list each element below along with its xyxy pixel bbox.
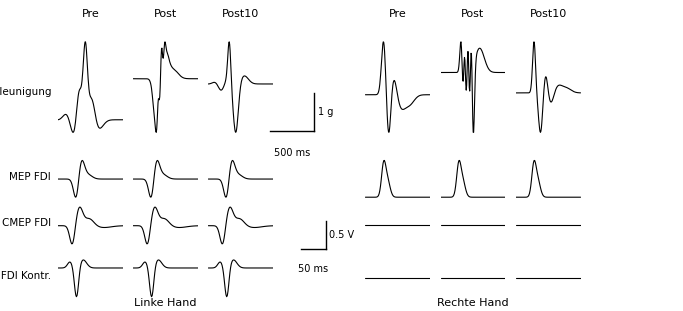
Text: Post10: Post10 — [529, 9, 567, 19]
Text: CMEP FDI: CMEP FDI — [2, 218, 51, 229]
Text: Post: Post — [154, 9, 178, 19]
Text: 500 ms: 500 ms — [274, 148, 310, 158]
Text: Pre: Pre — [82, 9, 99, 19]
Text: Pre: Pre — [389, 9, 406, 19]
Text: Post: Post — [461, 9, 485, 19]
Text: 0.5 V: 0.5 V — [329, 230, 354, 240]
Text: Linke Hand: Linke Hand — [135, 298, 197, 308]
Text: MEP FDI: MEP FDI — [10, 172, 51, 182]
Text: 50 ms: 50 ms — [298, 264, 329, 274]
Text: Post10: Post10 — [222, 9, 260, 19]
Text: Rechte Hand: Rechte Hand — [437, 298, 509, 308]
Text: 1 g: 1 g — [318, 107, 333, 117]
Text: Beschleunigung: Beschleunigung — [0, 87, 51, 97]
Text: MEP FDI Kontr.: MEP FDI Kontr. — [0, 271, 51, 281]
